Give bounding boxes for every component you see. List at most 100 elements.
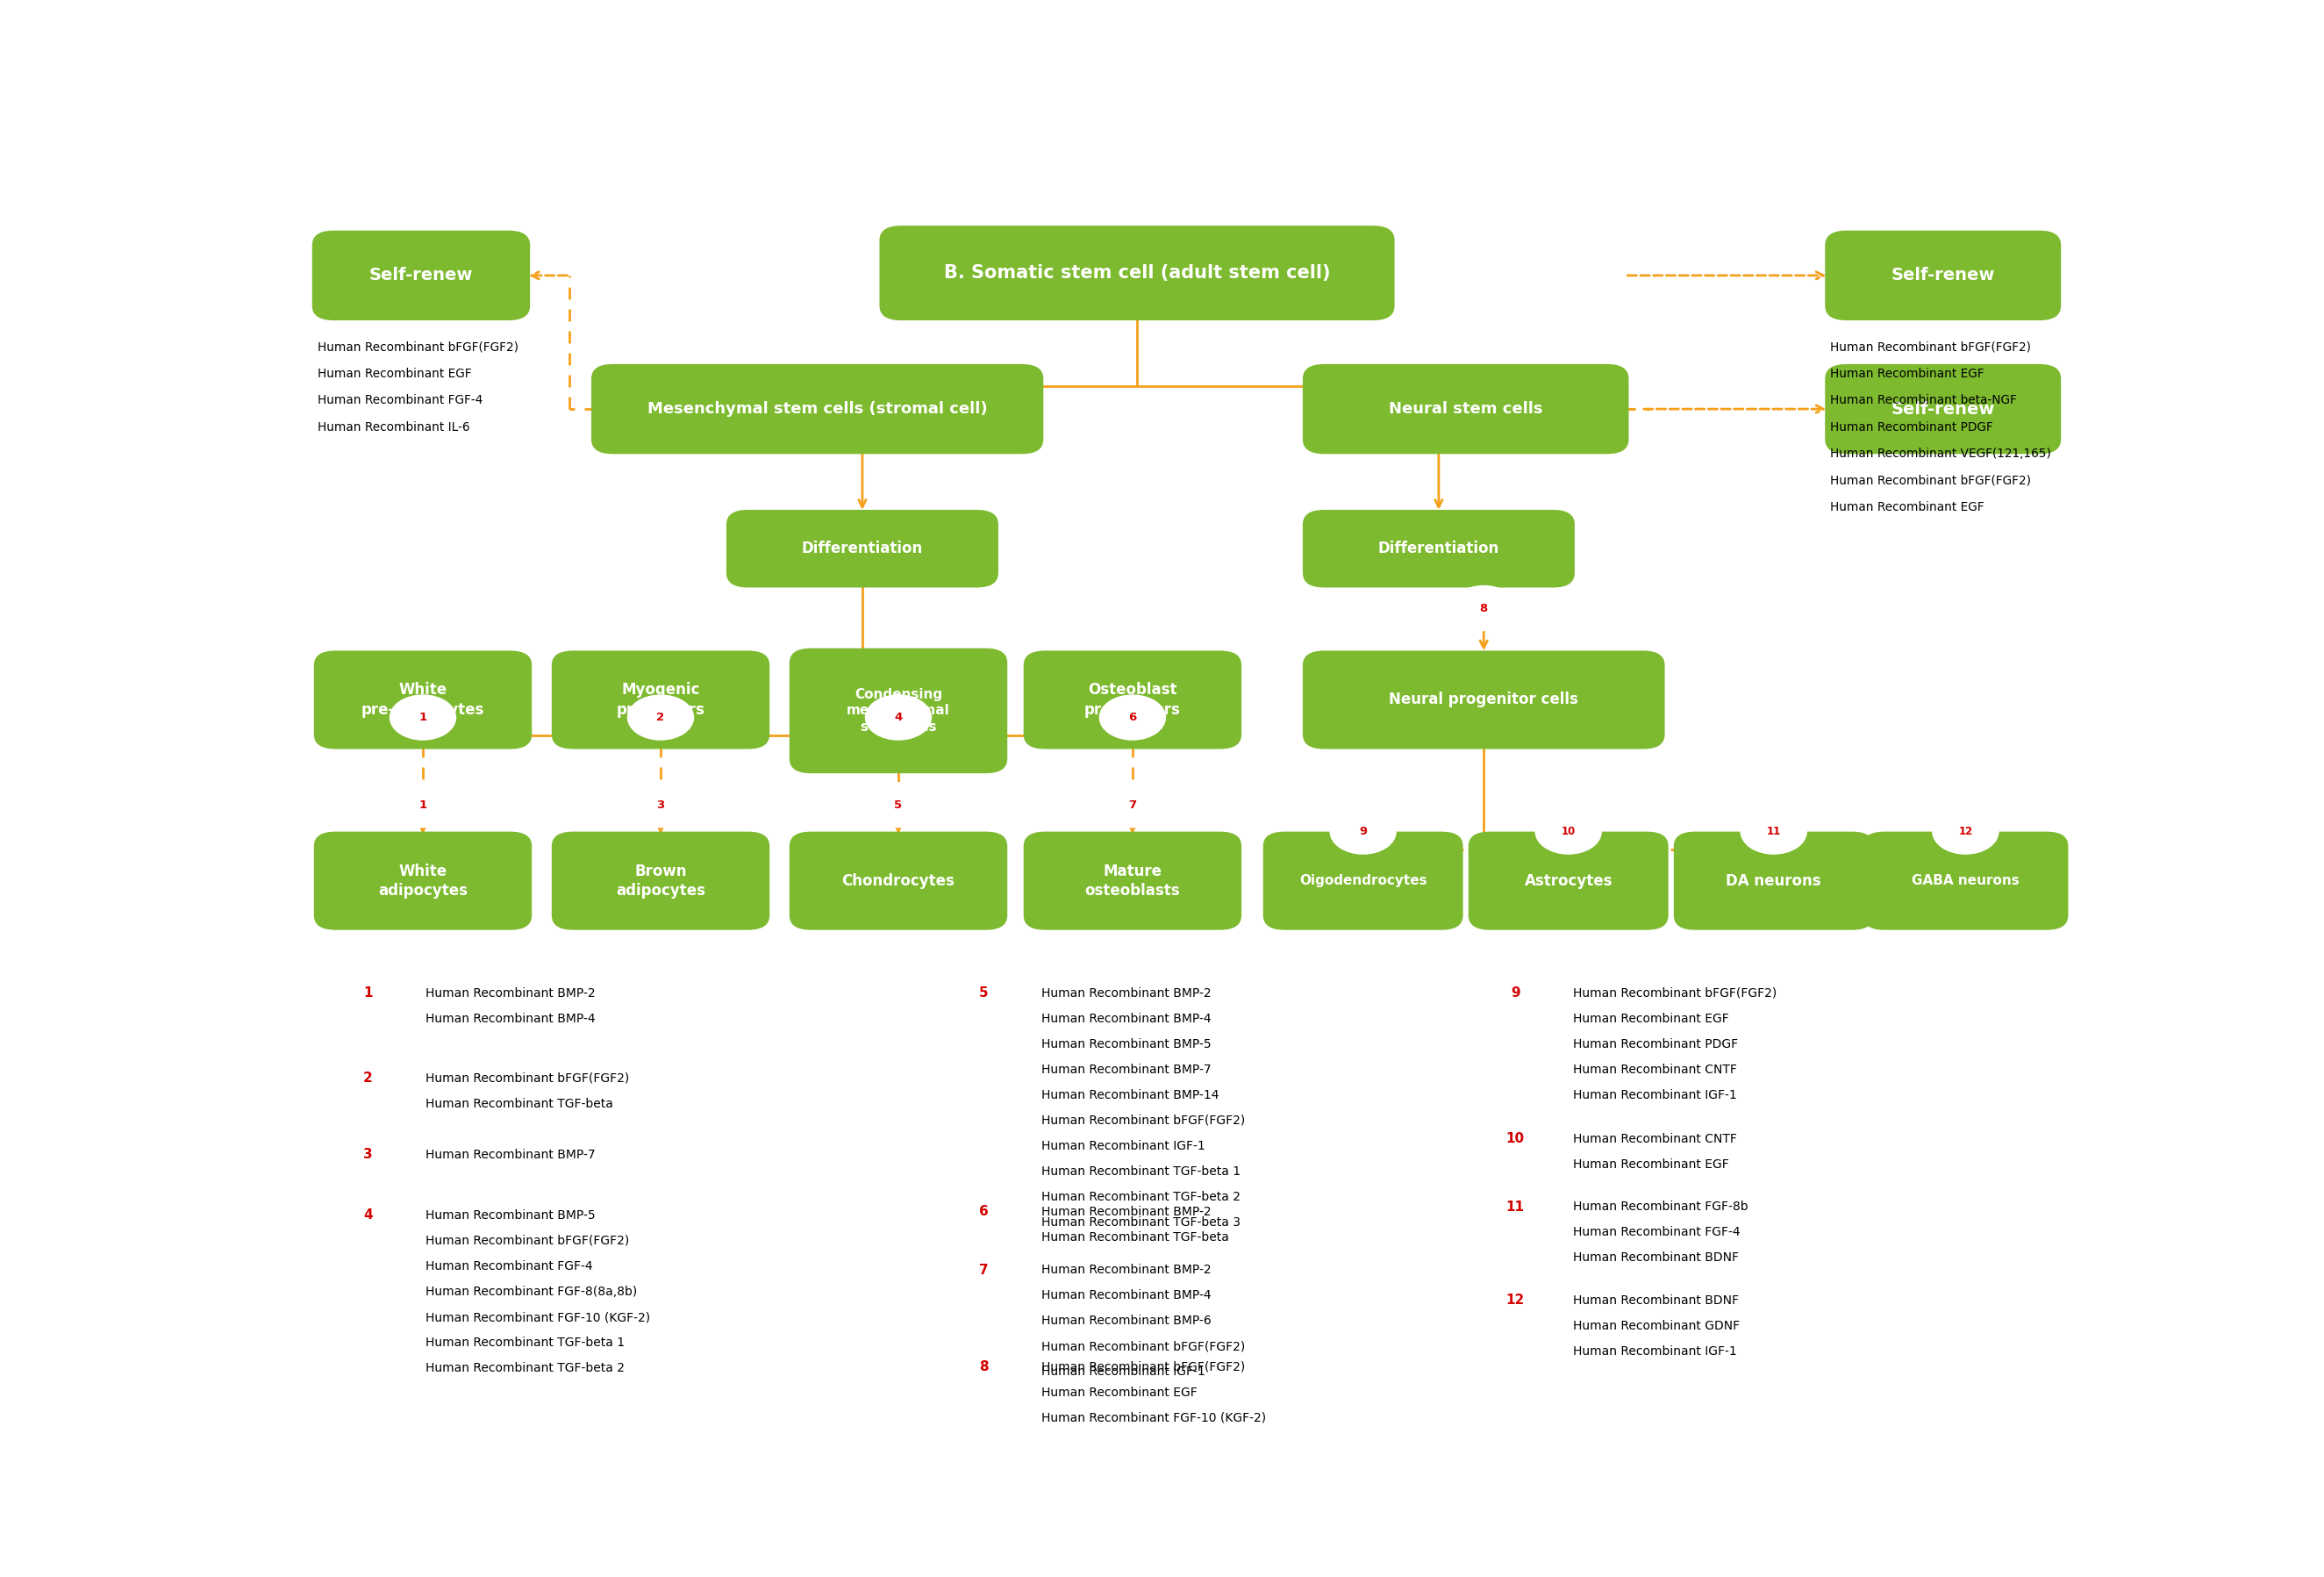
- Text: Human Recombinant BMP-7: Human Recombinant BMP-7: [425, 1148, 595, 1161]
- Text: Human Recombinant FGF-4: Human Recombinant FGF-4: [425, 1260, 593, 1273]
- Text: Human Recombinant FGF-10 (KGF-2): Human Recombinant FGF-10 (KGF-2): [425, 1310, 651, 1323]
- FancyBboxPatch shape: [727, 509, 999, 588]
- Text: 4: 4: [363, 1208, 372, 1222]
- Circle shape: [1450, 587, 1515, 631]
- FancyBboxPatch shape: [1264, 831, 1464, 930]
- Circle shape: [332, 1131, 404, 1180]
- FancyBboxPatch shape: [1023, 651, 1241, 749]
- Text: Human Recombinant bFGF(FGF2): Human Recombinant bFGF(FGF2): [425, 1072, 630, 1085]
- Text: Human Recombinant TGF-beta 1: Human Recombinant TGF-beta 1: [425, 1337, 625, 1348]
- Text: Differentiation: Differentiation: [1378, 541, 1499, 557]
- Text: White
pre-adipocytes: White pre-adipocytes: [360, 683, 483, 718]
- Text: Human Recombinant beta-NGF: Human Recombinant beta-NGF: [1831, 394, 2017, 407]
- Circle shape: [1741, 809, 1806, 853]
- Text: Human Recombinant TGF-beta 3: Human Recombinant TGF-beta 3: [1041, 1216, 1241, 1228]
- Text: 8: 8: [978, 1361, 988, 1374]
- Text: Human Recombinant FGF-10 (KGF-2): Human Recombinant FGF-10 (KGF-2): [1041, 1411, 1267, 1424]
- Text: Human Recombinant TGF-beta: Human Recombinant TGF-beta: [425, 1098, 614, 1110]
- Text: Human Recombinant EGF: Human Recombinant EGF: [1831, 367, 1985, 380]
- Text: Human Recombinant IL-6: Human Recombinant IL-6: [318, 421, 469, 434]
- Text: Human Recombinant bFGF(FGF2): Human Recombinant bFGF(FGF2): [1041, 1115, 1246, 1126]
- Text: Human Recombinant TGF-beta: Human Recombinant TGF-beta: [1041, 1232, 1229, 1243]
- Text: 6: 6: [978, 1205, 988, 1219]
- FancyBboxPatch shape: [1469, 831, 1669, 930]
- FancyBboxPatch shape: [1304, 509, 1576, 588]
- Text: Human Recombinant FGF-4: Human Recombinant FGF-4: [1573, 1227, 1741, 1238]
- FancyBboxPatch shape: [1673, 831, 1873, 930]
- Text: B. Somatic stem cell (adult stem cell): B. Somatic stem cell (adult stem cell): [944, 265, 1329, 282]
- Text: 8: 8: [1480, 602, 1487, 613]
- Text: Human Recombinant EGF: Human Recombinant EGF: [1041, 1386, 1197, 1399]
- Text: 9: 9: [1360, 826, 1367, 837]
- Text: 3: 3: [658, 800, 665, 811]
- Text: 9: 9: [1511, 987, 1520, 1000]
- Text: 7: 7: [978, 1263, 988, 1276]
- Text: Human Recombinant IGF-1: Human Recombinant IGF-1: [1041, 1140, 1206, 1153]
- Circle shape: [1099, 784, 1164, 826]
- Text: Human Recombinant TGF-beta 2: Human Recombinant TGF-beta 2: [1041, 1191, 1241, 1203]
- Text: Human Recombinant bFGF(FGF2): Human Recombinant bFGF(FGF2): [1831, 341, 2031, 353]
- Circle shape: [1478, 968, 1552, 1017]
- Text: 2: 2: [363, 1071, 372, 1085]
- Text: Human Recombinant BMP-7: Human Recombinant BMP-7: [1041, 1063, 1211, 1076]
- Text: Human Recombinant TGF-beta 2: Human Recombinant TGF-beta 2: [425, 1363, 625, 1375]
- Text: Condensing
mesenchymal
stem cells: Condensing mesenchymal stem cells: [846, 688, 951, 733]
- Text: Human Recombinant FGF-8b: Human Recombinant FGF-8b: [1573, 1200, 1748, 1213]
- Text: Human Recombinant CNTF: Human Recombinant CNTF: [1573, 1063, 1736, 1076]
- Text: Human Recombinant BDNF: Human Recombinant BDNF: [1573, 1252, 1738, 1263]
- Text: Human Recombinant BMP-4: Human Recombinant BMP-4: [425, 1012, 595, 1025]
- Text: Differentiation: Differentiation: [802, 541, 923, 557]
- Text: 4: 4: [895, 711, 902, 724]
- Text: Human Recombinant TGF-beta 1: Human Recombinant TGF-beta 1: [1041, 1165, 1241, 1178]
- Text: Human Recombinant GDNF: Human Recombinant GDNF: [1573, 1320, 1741, 1333]
- Circle shape: [948, 1187, 1020, 1236]
- Text: Self-renew: Self-renew: [370, 267, 474, 284]
- Text: Mesenchymal stem cells (stromal cell): Mesenchymal stem cells (stromal cell): [648, 401, 988, 416]
- Text: Osteoblast
progenitors: Osteoblast progenitors: [1085, 683, 1181, 718]
- Text: Human Recombinant bFGF(FGF2): Human Recombinant bFGF(FGF2): [425, 1235, 630, 1247]
- FancyBboxPatch shape: [790, 831, 1006, 930]
- Circle shape: [1934, 809, 1999, 853]
- Circle shape: [1478, 1276, 1552, 1325]
- Circle shape: [1478, 1115, 1552, 1164]
- Text: 12: 12: [1959, 826, 1973, 837]
- Text: White
adipocytes: White adipocytes: [379, 863, 467, 899]
- Text: Mature
osteoblasts: Mature osteoblasts: [1085, 863, 1181, 899]
- Text: Myogenic
precursors: Myogenic precursors: [616, 683, 704, 718]
- Text: Human Recombinant EGF: Human Recombinant EGF: [318, 367, 472, 380]
- Text: 5: 5: [978, 987, 988, 1000]
- Text: Human Recombinant BMP-2: Human Recombinant BMP-2: [1041, 987, 1211, 1000]
- Circle shape: [1536, 809, 1601, 853]
- Text: Human Recombinant EGF: Human Recombinant EGF: [1831, 501, 1985, 514]
- Text: Human Recombinant PDGF: Human Recombinant PDGF: [1831, 421, 1994, 434]
- Text: 11: 11: [1766, 826, 1780, 837]
- Text: Human Recombinant BMP-6: Human Recombinant BMP-6: [1041, 1315, 1211, 1328]
- Text: Human Recombinant BMP-5: Human Recombinant BMP-5: [1041, 1038, 1211, 1050]
- Text: DA neurons: DA neurons: [1727, 874, 1822, 889]
- Text: 3: 3: [363, 1148, 372, 1161]
- FancyBboxPatch shape: [1824, 364, 2061, 454]
- Circle shape: [332, 968, 404, 1017]
- Text: Human Recombinant BMP-2: Human Recombinant BMP-2: [1041, 1263, 1211, 1276]
- Text: Neural stem cells: Neural stem cells: [1390, 401, 1543, 416]
- Circle shape: [332, 1053, 404, 1102]
- Text: Brown
adipocytes: Brown adipocytes: [616, 863, 706, 899]
- Text: Human Recombinant BMP-4: Human Recombinant BMP-4: [1041, 1012, 1211, 1025]
- Text: 1: 1: [363, 987, 372, 1000]
- FancyBboxPatch shape: [314, 651, 532, 749]
- Circle shape: [332, 1191, 404, 1240]
- Text: Human Recombinant bFGF(FGF2): Human Recombinant bFGF(FGF2): [1831, 475, 2031, 487]
- Text: Human Recombinant BMP-2: Human Recombinant BMP-2: [425, 987, 595, 1000]
- Text: Human Recombinant IGF-1: Human Recombinant IGF-1: [1041, 1366, 1206, 1378]
- Text: Human Recombinant BMP-2: Human Recombinant BMP-2: [1041, 1205, 1211, 1217]
- FancyBboxPatch shape: [878, 226, 1394, 320]
- Text: Human Recombinant IGF-1: Human Recombinant IGF-1: [1573, 1090, 1736, 1101]
- FancyBboxPatch shape: [311, 230, 530, 320]
- Circle shape: [1478, 1183, 1552, 1232]
- FancyBboxPatch shape: [1824, 230, 2061, 320]
- Text: Human Recombinant BDNF: Human Recombinant BDNF: [1573, 1295, 1738, 1306]
- Text: 1: 1: [418, 711, 428, 724]
- FancyBboxPatch shape: [314, 831, 532, 930]
- Text: Self-renew: Self-renew: [1892, 267, 1994, 284]
- FancyBboxPatch shape: [1023, 831, 1241, 930]
